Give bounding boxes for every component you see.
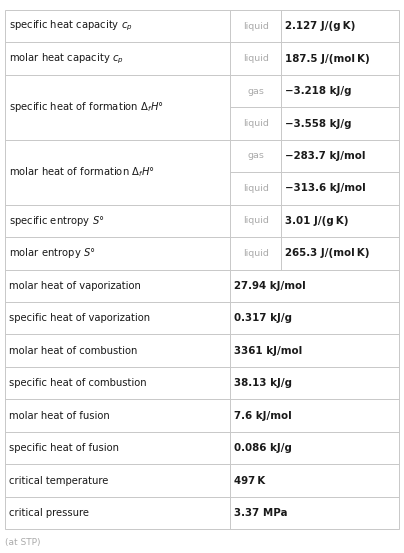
Text: liquid: liquid: [243, 216, 269, 226]
Text: molar heat capacity $c_p$: molar heat capacity $c_p$: [9, 51, 124, 66]
Text: liquid: liquid: [243, 184, 269, 193]
Text: molar heat of vaporization: molar heat of vaporization: [9, 281, 141, 291]
Text: −313.6 kJ/mol: −313.6 kJ/mol: [285, 184, 366, 194]
Text: liquid: liquid: [243, 119, 269, 128]
Text: 2.127 J/(g K): 2.127 J/(g K): [285, 21, 355, 31]
Text: 0.317 kJ/g: 0.317 kJ/g: [234, 313, 292, 324]
Text: molar heat of formation Δ$_f$$H$°: molar heat of formation Δ$_f$$H$°: [9, 165, 155, 179]
Text: 3.37 MPa: 3.37 MPa: [234, 508, 288, 518]
Text: molar heat of fusion: molar heat of fusion: [9, 411, 109, 421]
Text: critical pressure: critical pressure: [9, 508, 89, 518]
Text: specific heat of fusion: specific heat of fusion: [9, 443, 119, 453]
Text: specific heat of formation Δ$_f$$H$°: specific heat of formation Δ$_f$$H$°: [9, 100, 164, 114]
Text: −3.218 kJ/g: −3.218 kJ/g: [285, 86, 351, 96]
Text: liquid: liquid: [243, 54, 269, 63]
Text: 3361 kJ/mol: 3361 kJ/mol: [234, 346, 303, 356]
Text: specific heat of vaporization: specific heat of vaporization: [9, 313, 150, 324]
Text: gas: gas: [247, 152, 264, 160]
Text: specific heat capacity $c_p$: specific heat capacity $c_p$: [9, 19, 133, 33]
Text: −3.558 kJ/g: −3.558 kJ/g: [285, 118, 351, 128]
Text: (at STP): (at STP): [5, 538, 40, 547]
Text: 3.01 J/(g K): 3.01 J/(g K): [285, 216, 348, 226]
Text: 38.13 kJ/g: 38.13 kJ/g: [234, 378, 292, 388]
Text: critical temperature: critical temperature: [9, 476, 108, 486]
Text: liquid: liquid: [243, 249, 269, 258]
Text: molar heat of combustion: molar heat of combustion: [9, 346, 137, 356]
Text: 27.94 kJ/mol: 27.94 kJ/mol: [234, 281, 306, 291]
Text: specific entropy $S$°: specific entropy $S$°: [9, 214, 104, 228]
Text: 0.086 kJ/g: 0.086 kJ/g: [234, 443, 292, 453]
Text: 187.5 J/(mol K): 187.5 J/(mol K): [285, 54, 370, 64]
Text: 497 K: 497 K: [234, 476, 266, 486]
Text: gas: gas: [247, 87, 264, 96]
Text: liquid: liquid: [243, 22, 269, 30]
Text: specific heat of combustion: specific heat of combustion: [9, 378, 147, 388]
Text: molar entropy $S$°: molar entropy $S$°: [9, 246, 95, 260]
Text: 7.6 kJ/mol: 7.6 kJ/mol: [234, 411, 292, 421]
Text: 265.3 J/(mol K): 265.3 J/(mol K): [285, 248, 369, 258]
Text: −283.7 kJ/mol: −283.7 kJ/mol: [285, 151, 365, 161]
